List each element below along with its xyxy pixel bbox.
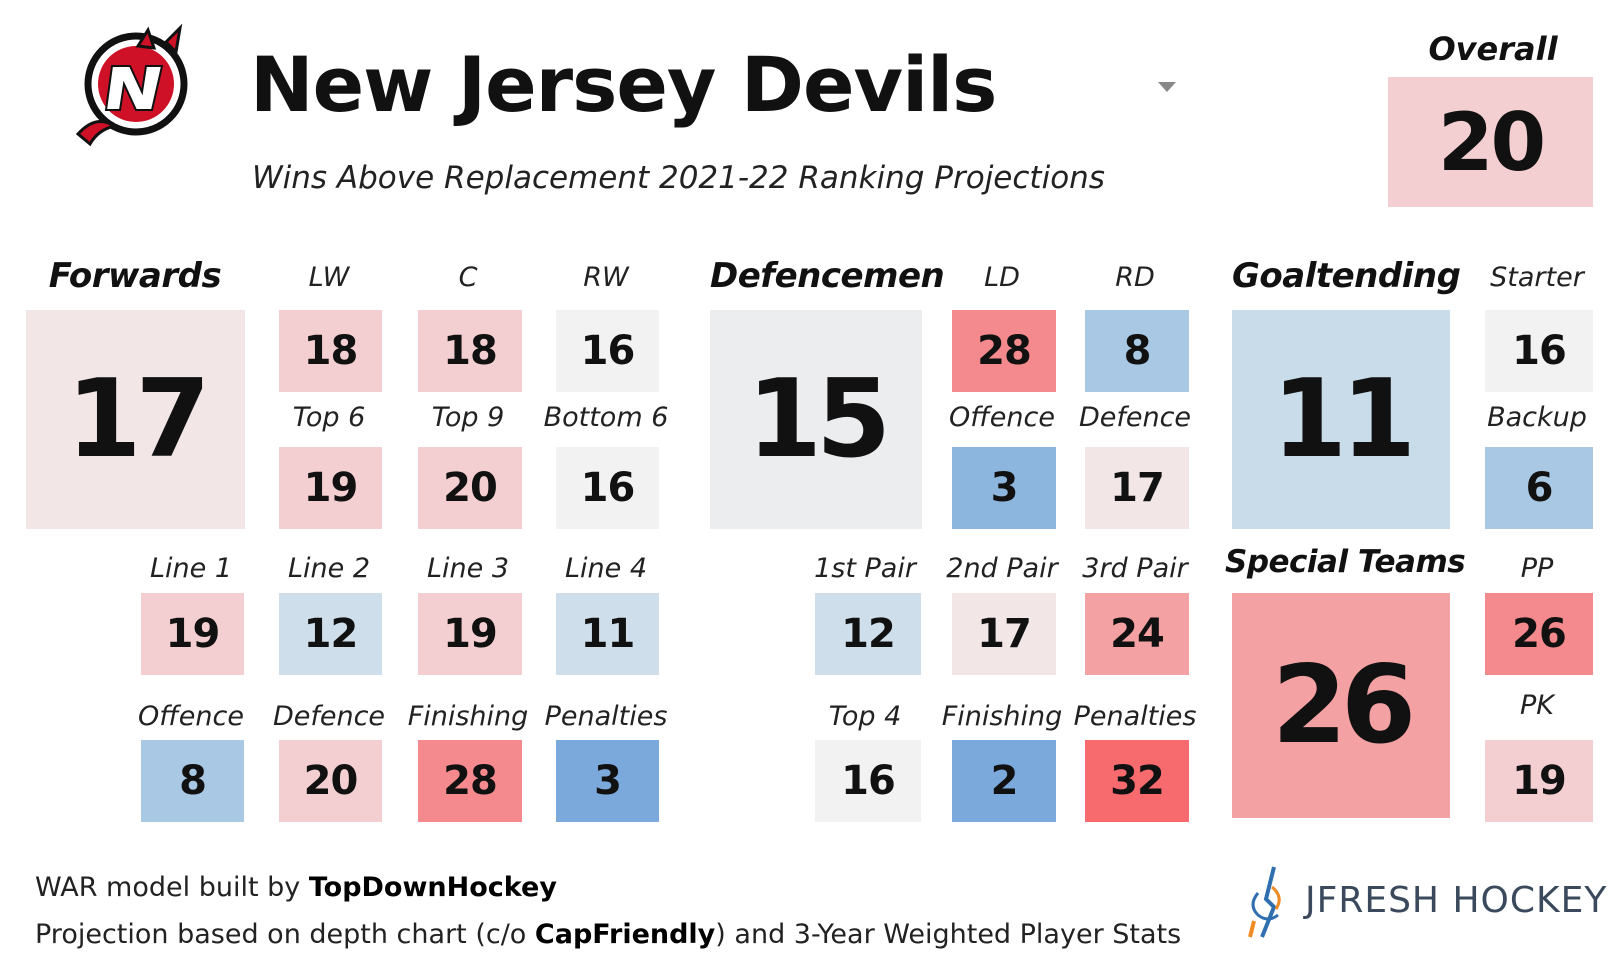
top6-rank-box: 19 xyxy=(279,447,382,529)
topdownhockey-link[interactable]: TopDownHockey xyxy=(308,872,557,903)
jfresh-brand[interactable]: JFRESH HOCKEY xyxy=(1305,880,1608,921)
backup-label: Backup xyxy=(1487,402,1587,433)
c-rank-box: 18 xyxy=(418,310,522,392)
special-teams-label: Special Teams xyxy=(1225,544,1466,580)
page-subtitle: Wins Above Replacement 2021-22 Ranking P… xyxy=(252,160,1105,196)
pair2-label: 2nd Pair xyxy=(946,553,1058,584)
footer-source-text: Projection based on depth chart (c/o xyxy=(35,919,535,950)
team-title: New Jersey Devils xyxy=(250,40,997,129)
forwards-rank-box: 17 xyxy=(26,310,245,529)
fwd-offence-rank-box: 8 xyxy=(141,740,244,822)
capfriendly-link[interactable]: CapFriendly xyxy=(534,919,716,950)
defencemen-rank-box: 15 xyxy=(710,310,922,529)
footer-credit-text: WAR model built by xyxy=(35,872,309,903)
rw-label: RW xyxy=(583,262,629,293)
rw-rank-box: 16 xyxy=(556,310,659,392)
fwd-defence-rank-box: 20 xyxy=(279,740,382,822)
lw-label: LW xyxy=(308,262,350,293)
line1-label: Line 1 xyxy=(149,553,233,584)
ld-label: LD xyxy=(984,262,1020,293)
pair2-rank-box: 17 xyxy=(952,593,1056,675)
pair3-label: 3rd Pair xyxy=(1082,553,1188,584)
defencemen-label: Defencemen xyxy=(710,256,945,296)
top9-rank-box: 20 xyxy=(418,447,522,529)
line3-rank-box: 19 xyxy=(418,593,522,675)
d-finishing-rank-box: 2 xyxy=(952,740,1056,822)
line2-rank-box: 12 xyxy=(279,593,382,675)
goaltending-rank-box: 11 xyxy=(1232,310,1450,529)
bottom6-label: Bottom 6 xyxy=(543,402,669,433)
line2-label: Line 2 xyxy=(287,553,371,584)
top4-rank-box: 16 xyxy=(815,740,921,822)
footer-credit-line: WAR model built by TopDownHockey xyxy=(35,872,557,903)
d-defence-rank-box: 17 xyxy=(1085,447,1189,529)
d-defence-label: Defence xyxy=(1078,402,1192,433)
starter-label: Starter xyxy=(1490,262,1584,293)
fwd-offence-label: Offence xyxy=(138,701,244,732)
forwards-label: Forwards xyxy=(48,256,222,296)
fwd-finishing-rank-box: 28 xyxy=(418,740,522,822)
d-offence-rank-box: 3 xyxy=(952,447,1056,529)
special-teams-rank-box: 26 xyxy=(1232,593,1450,818)
c-label: C xyxy=(458,262,478,293)
line4-rank-box: 11 xyxy=(556,593,659,675)
footer-source-suffix: ) and 3-Year Weighted Player Stats xyxy=(715,919,1182,950)
top6-label: Top 6 xyxy=(292,402,366,433)
pp-rank-box: 26 xyxy=(1485,593,1593,675)
footer-source-line: Projection based on depth chart (c/o Cap… xyxy=(35,919,1181,950)
pair1-label: 1st Pair xyxy=(814,553,916,584)
top4-label: Top 4 xyxy=(828,701,902,732)
backup-rank-box: 6 xyxy=(1485,447,1593,529)
goaltending-label: Goaltending xyxy=(1232,256,1461,296)
lw-rank-box: 18 xyxy=(279,310,382,392)
line1-rank-box: 19 xyxy=(141,593,244,675)
pair1-rank-box: 12 xyxy=(815,593,921,675)
line3-label: Line 3 xyxy=(426,553,510,584)
fwd-penalties-label: Penalties xyxy=(544,701,668,732)
d-penalties-rank-box: 32 xyxy=(1085,740,1189,822)
d-offence-label: Offence xyxy=(949,402,1055,433)
pair3-rank-box: 24 xyxy=(1085,593,1189,675)
starter-rank-box: 16 xyxy=(1485,310,1593,392)
bottom6-rank-box: 16 xyxy=(556,447,659,529)
pp-label: PP xyxy=(1520,553,1554,584)
top9-label: Top 9 xyxy=(431,402,505,433)
d-finishing-label: Finishing xyxy=(941,701,1063,732)
pk-label: PK xyxy=(1520,690,1554,721)
jfresh-logo-icon xyxy=(1248,866,1281,938)
chevron-down-icon[interactable] xyxy=(1158,82,1176,92)
fwd-finishing-label: Finishing xyxy=(407,701,529,732)
pk-rank-box: 19 xyxy=(1485,740,1593,822)
devils-logo xyxy=(75,23,188,147)
d-penalties-label: Penalties xyxy=(1073,701,1197,732)
rd-label: RD xyxy=(1115,262,1155,293)
line4-label: Line 4 xyxy=(564,553,648,584)
fwd-defence-label: Defence xyxy=(272,701,386,732)
overall-rank-box: 20 xyxy=(1388,77,1593,207)
fwd-penalties-rank-box: 3 xyxy=(556,740,659,822)
rd-rank-box: 8 xyxy=(1085,310,1189,392)
ld-rank-box: 28 xyxy=(952,310,1056,392)
overall-label: Overall xyxy=(1428,30,1558,68)
